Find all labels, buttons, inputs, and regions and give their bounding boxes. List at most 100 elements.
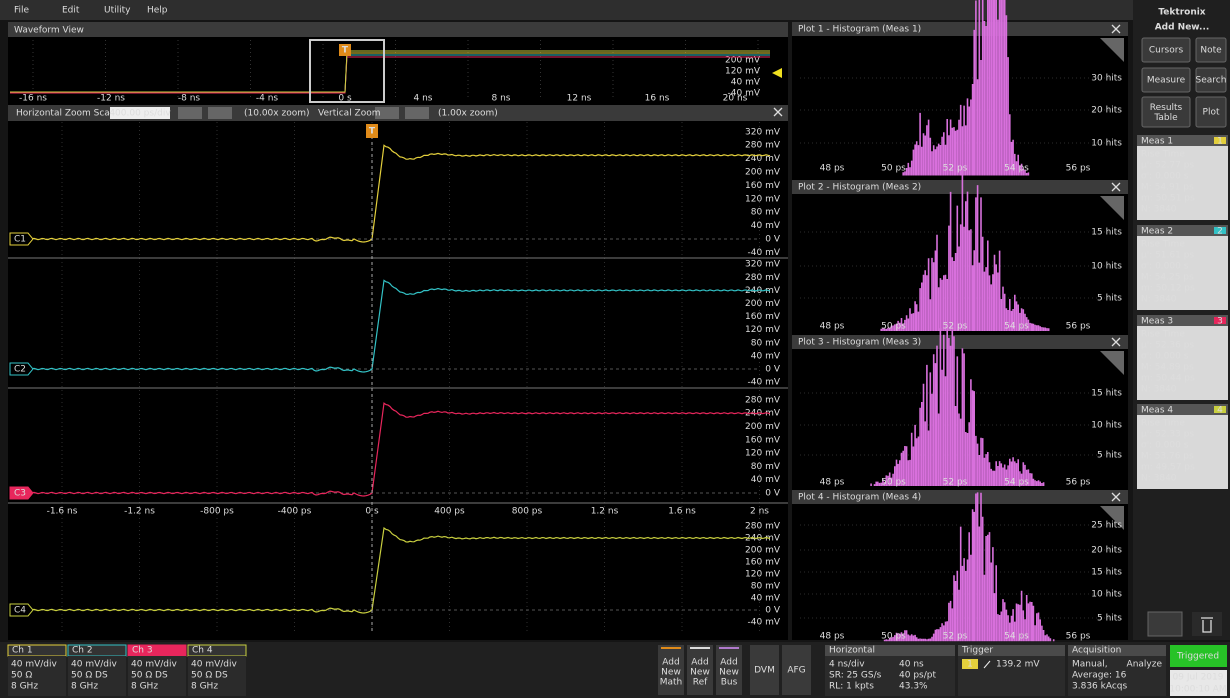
plot-y-label: 10 hits: [1091, 139, 1122, 149]
volt-label: 160 mV: [745, 181, 781, 191]
channel-badge-line: 40 mV/div: [191, 660, 237, 670]
channel-badge-body[interactable]: [188, 656, 246, 696]
meas-name: Meas 3: [1141, 317, 1173, 327]
sidebar-button[interactable]: [1195, 96, 1227, 128]
zoom-button[interactable]: [375, 107, 399, 119]
sidebar-button-label: Note: [1200, 46, 1222, 56]
brand: Tektronix: [1158, 8, 1205, 18]
volt-label: 200 mV: [745, 422, 781, 432]
plot-y-label: 10 hits: [1091, 421, 1122, 431]
plot-title: Plot 1 - Histogram (Meas 1): [798, 25, 921, 35]
meas-tag: [1214, 317, 1226, 324]
meas-header[interactable]: [1137, 315, 1228, 326]
plot-y-label: 20 hits: [1091, 106, 1122, 116]
plot-title: Plot 2 - Histogram (Meas 2): [798, 183, 921, 193]
overview-trace: [10, 50, 770, 93]
volt-label: 240 mV: [745, 154, 781, 164]
sidebar-button[interactable]: [1195, 67, 1227, 93]
trigger-source: 1: [967, 660, 973, 670]
waveform-title-bar: [8, 22, 788, 37]
zoom-value: 400.00 ps/div: [109, 109, 171, 119]
meas-name: Meas 2: [1141, 227, 1173, 237]
meas-line: M: 53.76 ps: [1141, 452, 1194, 462]
meas-body[interactable]: [1137, 146, 1228, 220]
volt-label: 120 mV: [745, 570, 781, 580]
channel-tag[interactable]: [9, 486, 34, 500]
time-label: 800 ps: [512, 507, 543, 517]
tool-button[interactable]: [750, 645, 779, 695]
clock-box: [1170, 670, 1227, 696]
horizontal-header[interactable]: [825, 645, 955, 656]
acquisition-header[interactable]: [1068, 645, 1166, 656]
sidebar-button[interactable]: [1195, 37, 1227, 63]
close-icon[interactable]: [1111, 182, 1121, 192]
close-icon[interactable]: [1111, 24, 1121, 34]
trigger-marker: T: [369, 127, 376, 137]
volt-label: 280 mV: [745, 273, 781, 283]
channel-badge-line: 40 mV/div: [131, 660, 177, 670]
meas-header[interactable]: [1137, 135, 1228, 146]
menu-item: Edit: [62, 6, 80, 16]
trigger-header[interactable]: [958, 645, 1065, 656]
meas-line: N: 3840: [1141, 385, 1177, 395]
acquisition-body[interactable]: [1068, 656, 1166, 696]
trigger-level: 139.2 mV: [996, 660, 1040, 670]
horizontal-line: 40 ns: [899, 660, 924, 670]
plot-x-label: 52 ps: [943, 478, 968, 488]
sidebar-button[interactable]: [1141, 37, 1191, 63]
zoom-button[interactable]: [405, 107, 429, 119]
channel-badge-name: Ch 4: [192, 646, 213, 656]
meas-header[interactable]: [1137, 225, 1228, 236]
tool-button[interactable]: [782, 645, 811, 695]
add-new-button[interactable]: [658, 645, 684, 695]
meas-name: Meas 1: [1141, 137, 1173, 147]
volt-label: 200 mV: [745, 168, 781, 178]
time-label: 400 ps: [434, 507, 465, 517]
trigger-title: Trigger: [961, 646, 993, 656]
sidebar-button[interactable]: [1141, 67, 1191, 93]
add-new-button[interactable]: [687, 645, 713, 695]
volt-label: 120 mV: [745, 325, 781, 335]
channel-badge-line: 8 GHz: [11, 682, 38, 692]
search-icon-button[interactable]: [1147, 611, 1183, 637]
zoom-button[interactable]: [178, 107, 202, 119]
add-new-button[interactable]: [716, 645, 742, 695]
volt-label: 40 mV: [751, 594, 781, 604]
meas-body[interactable]: [1137, 236, 1228, 310]
channel-badge-body[interactable]: [8, 656, 66, 696]
meas-body[interactable]: [1137, 326, 1228, 400]
meas-header[interactable]: [1137, 404, 1228, 415]
channel-tag[interactable]: [9, 362, 34, 376]
histogram-bars: [883, 492, 1055, 642]
close-icon[interactable]: [1111, 492, 1121, 502]
zoom-window: [309, 39, 385, 103]
channel-tag[interactable]: [9, 232, 34, 246]
channel-tag-label: C2: [14, 365, 26, 375]
plot-y-label: 15 hits: [1091, 389, 1122, 399]
plot-x-label: 54 ps: [1004, 322, 1029, 332]
channel-badge-body[interactable]: [128, 656, 186, 696]
close-icon[interactable]: [1111, 337, 1121, 347]
time-label: -1.6 ns: [47, 507, 78, 517]
zoom-button[interactable]: [208, 107, 232, 119]
meas-body[interactable]: [1137, 415, 1228, 489]
volt-label: 80 mV: [751, 582, 781, 592]
volt-label: 120 mV: [745, 194, 781, 204]
channel-badge-line: 8 GHz: [191, 682, 218, 692]
volt-label: 40 mV: [751, 351, 781, 361]
channel-badge-body[interactable]: [68, 656, 126, 696]
sidebar-button[interactable]: [1141, 96, 1191, 128]
volt-label: 320 mV: [745, 127, 781, 137]
trigger-state[interactable]: [1170, 645, 1227, 667]
plot-x-label: 52 ps: [943, 632, 968, 642]
channel-tag[interactable]: [9, 603, 34, 617]
waveform-trace: [9, 402, 771, 497]
close-icon[interactable]: [773, 107, 783, 117]
horizontal-line: 40 ps/pt: [899, 671, 936, 681]
horizontal-body[interactable]: [825, 656, 955, 696]
acquisition-title: Acquisition: [1072, 646, 1121, 656]
plot-x-label: 56 ps: [1066, 632, 1091, 642]
add-new-label: Ref: [693, 678, 708, 688]
meas-name: Meas 4: [1141, 406, 1173, 416]
waveform-trace: [9, 526, 771, 614]
